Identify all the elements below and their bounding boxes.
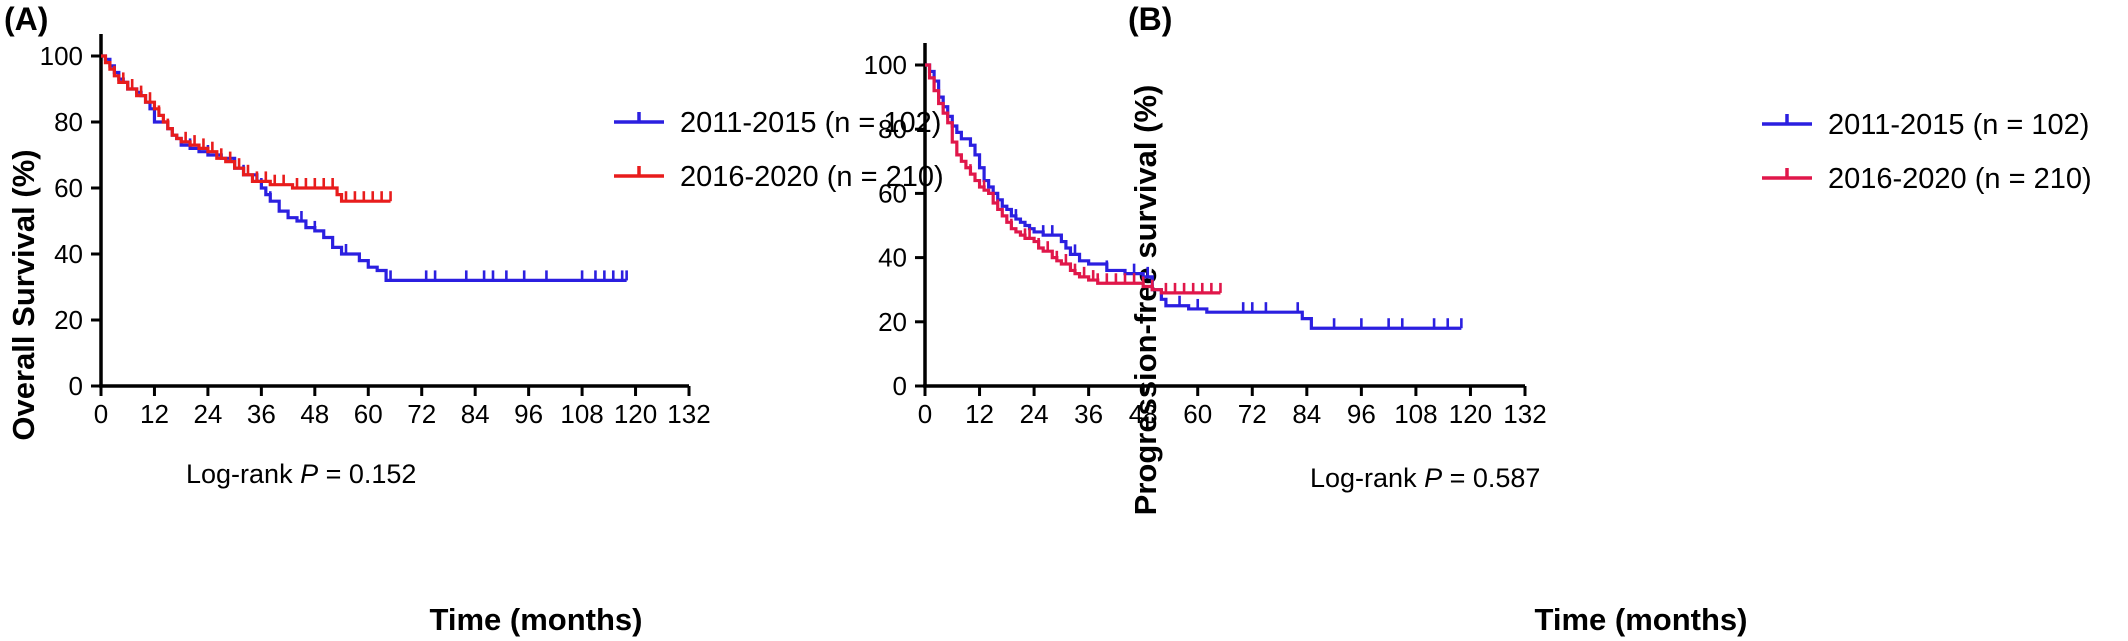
panel-b-x-tick-label: 72 <box>1238 399 1267 429</box>
panel-b-survival-curve-2016-2020 <box>925 63 1221 295</box>
panel-a-survival-curve-2016-2020 <box>101 54 391 203</box>
panel-a-x-tick-label: 12 <box>140 399 169 429</box>
panel-a-y-tick-label: 80 <box>54 107 83 137</box>
panel-b-y-tick-label: 0 <box>893 371 907 401</box>
panel-b-x-tick-label: 132 <box>1503 399 1546 429</box>
panel-a-x-tick-label: 108 <box>560 399 603 429</box>
panel-b-x-tick-label: 36 <box>1074 399 1103 429</box>
panel-a-y-tick-label: 0 <box>69 371 83 401</box>
panel-a-x-tick-label: 84 <box>461 399 490 429</box>
panel-a-logrank-annotation: Log-rank P = 0.152 <box>186 459 416 489</box>
panel-a-x-tick-label: 36 <box>247 399 276 429</box>
panel-a-x-tick-label: 72 <box>407 399 436 429</box>
panel-b-legend-label-2011-2015: 2011-2015 (n = 102) <box>1828 109 2089 141</box>
panel-b-legend-entry-2016-2020: 2016-2020 (n = 210) <box>1762 163 2092 195</box>
panel-a-label: (A) <box>4 1 48 37</box>
panel-a-series-2011-2015 <box>101 54 628 282</box>
panel-b-series-2016-2020 <box>925 63 1222 295</box>
panel-a-x-tick-label: 24 <box>193 399 222 429</box>
panel-b-y-tick-label: 40 <box>878 243 907 273</box>
panel-b-y-tick-label: 60 <box>878 178 907 208</box>
panel-b-legend-entry-2011-2015: 2011-2015 (n = 102) <box>1762 109 2089 141</box>
panel-a-y-tick-label: 60 <box>54 173 83 203</box>
panel-a-x-tick-label: 48 <box>300 399 329 429</box>
panel-b-y-tick-label: 80 <box>878 114 907 144</box>
panel-b: (B) Progression-free survival (%) Time (… <box>864 1 2092 637</box>
panel-b-label: (B) <box>1128 1 1172 37</box>
panel-a-x-tick-label: 60 <box>354 399 383 429</box>
panel-b-legend-label-2016-2020: 2016-2020 (n = 210) <box>1828 163 2092 195</box>
panel-a-series-2016-2020 <box>101 54 392 203</box>
panel-a-x-tick-label: 120 <box>614 399 657 429</box>
panel-b-x-tick-label: 12 <box>965 399 994 429</box>
panel-a-legend-entry-2016-2020: 2016-2020 (n = 210) <box>614 161 944 193</box>
panel-b-y-tick-label: 20 <box>878 307 907 337</box>
panel-a: (A) Overall Survival (%) Time (months) L… <box>4 1 944 637</box>
panel-a-x-tick-label: 96 <box>514 399 543 429</box>
panel-a-y-tick-label: 40 <box>54 239 83 269</box>
panel-b-logrank-annotation: Log-rank P = 0.587 <box>1310 463 1540 493</box>
panel-b-x-axis-title: Time (months) <box>1535 602 1748 637</box>
panel-b-x-tick-label: 84 <box>1292 399 1321 429</box>
panel-a-y-tick-label: 20 <box>54 305 83 335</box>
panel-a-survival-curve-2011-2015 <box>101 54 627 282</box>
panel-b-x-tick-label: 120 <box>1449 399 1492 429</box>
panel-b-y-tick-label: 100 <box>864 50 907 80</box>
panel-a-y-axis-title: Overall Survival (%) <box>6 149 41 440</box>
panel-b-legend: 2011-2015 (n = 102) 2016-2020 (n = 210) <box>1762 109 2092 195</box>
panel-a-y-tick-label: 100 <box>40 41 83 71</box>
panel-a-legend: 2011-2015 (n = 102) 2016-2020 (n = 210) <box>614 107 944 193</box>
panel-b-y-axis-title: Progression-free survival (%) <box>1128 85 1163 516</box>
panel-a-legend-label-2016-2020: 2016-2020 (n = 210) <box>680 161 944 193</box>
panel-b-x-tick-label: 96 <box>1347 399 1376 429</box>
panel-b-x-tick-label: 24 <box>1020 399 1049 429</box>
panel-a-x-axis-title: Time (months) <box>430 602 643 637</box>
panel-b-x-tick-label: 48 <box>1129 399 1158 429</box>
panel-a-legend-entry-2011-2015: 2011-2015 (n = 102) <box>614 107 941 139</box>
panel-b-x-tick-label: 60 <box>1183 399 1212 429</box>
panel-a-x-tick-label: 132 <box>667 399 710 429</box>
panel-a-legend-label-2011-2015: 2011-2015 (n = 102) <box>680 107 941 139</box>
panel-b-x-tick-label: 0 <box>918 399 932 429</box>
panel-b-x-tick-label: 108 <box>1394 399 1437 429</box>
panel-a-x-tick-label: 0 <box>94 399 108 429</box>
